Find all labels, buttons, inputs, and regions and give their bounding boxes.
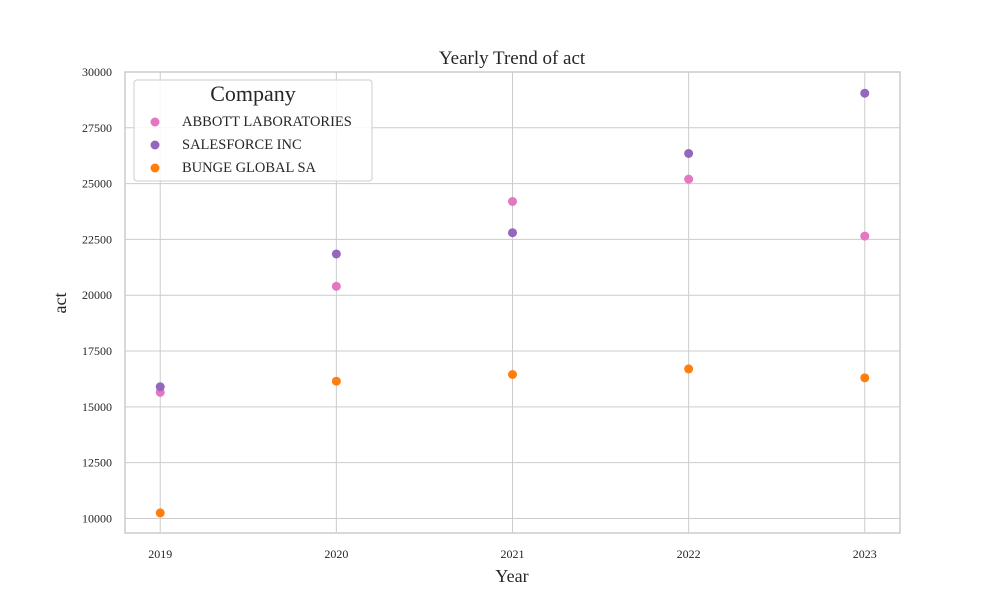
legend-marker	[150, 163, 160, 173]
x-tick-label: 2020	[324, 547, 348, 561]
y-tick-label: 15000	[82, 400, 112, 414]
data-point	[508, 369, 517, 379]
legend-marker	[150, 117, 160, 127]
x-tick-label: 2022	[677, 547, 701, 561]
legend-label: ABBOTT LABORATORIES	[182, 114, 352, 130]
series-points	[155, 174, 870, 397]
legend-label: BUNGE GLOBAL SA	[182, 160, 317, 176]
y-tick-label: 20000	[82, 288, 112, 302]
data-point	[860, 373, 870, 383]
data-point	[684, 364, 694, 374]
x-tick-label: 2023	[853, 547, 877, 561]
data-point	[508, 228, 517, 238]
data-point	[508, 196, 517, 206]
data-point	[155, 382, 165, 392]
y-tick-label: 25000	[82, 177, 112, 191]
x-axis-label: Year	[495, 566, 528, 586]
legend-box	[133, 79, 373, 182]
x-tick-label: 2021	[501, 547, 525, 561]
data-points	[155, 88, 870, 518]
x-tick-label: 2019	[148, 547, 172, 561]
y-tick-label: 30000	[82, 65, 112, 79]
series-points	[155, 88, 870, 392]
y-tick-label: 17500	[82, 344, 112, 358]
legend: Company ABBOTT LABORATORIES SALESFORCE IN…	[133, 79, 373, 182]
data-point	[331, 281, 341, 291]
legend-marker	[150, 140, 160, 150]
legend-label: SALESFORCE INC	[182, 137, 302, 153]
series-points	[155, 364, 870, 518]
data-point	[155, 508, 165, 518]
legend-entries: ABBOTT LABORATORIES SALESFORCE INC BUNGE G…	[150, 114, 352, 176]
data-point	[860, 88, 870, 98]
data-point	[684, 174, 694, 184]
y-tick-label: 27500	[82, 121, 112, 135]
plot-frame	[124, 71, 901, 534]
chart-title: Yearly Trend of act	[439, 48, 586, 69]
data-point	[331, 249, 341, 259]
legend-title: Company	[210, 81, 296, 106]
y-tick-label: 22500	[82, 232, 112, 246]
data-point	[860, 231, 870, 241]
y-axis-label: act	[50, 293, 70, 314]
y-axis-ticks: 10000 12500 15000 17500 20000 22500 25000 27500…	[82, 65, 112, 525]
y-tick-label: 12500	[82, 456, 112, 470]
y-tick-label: 10000	[82, 511, 112, 525]
data-point	[684, 148, 694, 158]
x-axis-ticks: 2019 2020 2021 2022 2023	[148, 547, 877, 561]
data-point	[331, 376, 341, 386]
